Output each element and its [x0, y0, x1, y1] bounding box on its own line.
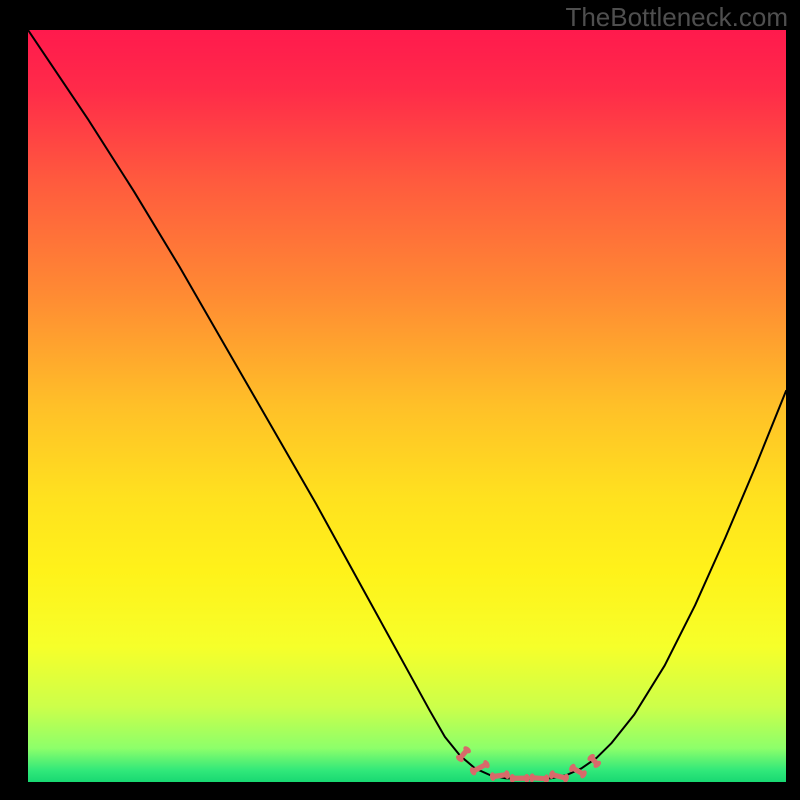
watermark-text: TheBottleneck.com [565, 2, 788, 33]
plot-area [28, 30, 786, 782]
bottleneck-curve-chart [28, 30, 786, 782]
